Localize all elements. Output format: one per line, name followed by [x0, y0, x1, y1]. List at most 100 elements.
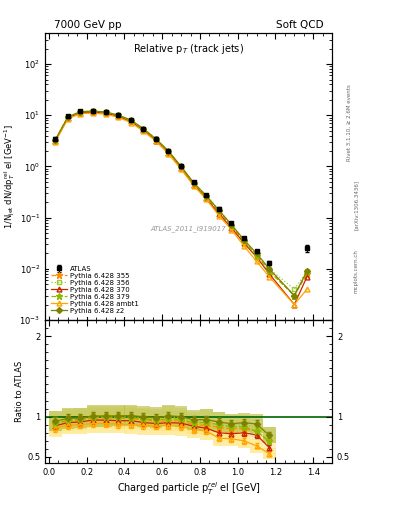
Pythia 6.428 ambt1 — [66, 116, 70, 122]
Pythia 6.428 z2 — [66, 114, 70, 120]
Bar — [86, 414, 99, 433]
Pythia 6.428 356 — [191, 180, 196, 186]
Pythia 6.428 ambt1 — [141, 128, 146, 134]
Bar — [175, 417, 187, 436]
Pythia 6.428 355 — [53, 138, 57, 144]
Line: Pythia 6.428 379: Pythia 6.428 379 — [52, 108, 310, 298]
Pythia 6.428 379 — [53, 138, 57, 144]
Bar — [162, 411, 175, 431]
Pythia 6.428 370 — [141, 127, 146, 133]
Bar — [175, 408, 187, 429]
Pythia 6.428 370 — [305, 274, 309, 280]
Bar — [86, 408, 99, 428]
Pythia 6.428 370 — [103, 110, 108, 116]
Bar — [112, 406, 125, 427]
Pythia 6.428 379 — [116, 113, 121, 119]
Bar — [112, 406, 125, 426]
Line: Pythia 6.428 355: Pythia 6.428 355 — [52, 109, 310, 298]
Pythia 6.428 356 — [179, 164, 184, 170]
Line: Pythia 6.428 356: Pythia 6.428 356 — [53, 109, 309, 292]
Bar — [124, 406, 137, 427]
Pythia 6.428 370 — [254, 254, 259, 260]
Pythia 6.428 z2 — [217, 207, 221, 213]
Bar — [225, 420, 238, 438]
Bar — [86, 406, 99, 426]
Pythia 6.428 379 — [229, 223, 234, 229]
Pythia 6.428 ambt1 — [305, 286, 309, 292]
Pythia 6.428 379 — [191, 181, 196, 187]
Pythia 6.428 370 — [191, 182, 196, 188]
Bar — [74, 415, 87, 434]
Bar — [137, 406, 150, 427]
Pythia 6.428 ambt1 — [91, 110, 95, 116]
Pythia 6.428 370 — [129, 118, 133, 124]
Pythia 6.428 ambt1 — [179, 166, 184, 173]
Pythia 6.428 z2 — [179, 163, 184, 169]
Pythia 6.428 379 — [91, 109, 95, 115]
Pythia 6.428 379 — [66, 114, 70, 120]
Pythia 6.428 ambt1 — [204, 196, 209, 202]
Pythia 6.428 370 — [53, 138, 57, 144]
Bar — [99, 414, 112, 433]
Bar — [301, 464, 313, 472]
Bar — [187, 412, 200, 431]
Pythia 6.428 355 — [292, 292, 297, 298]
Pythia 6.428 356 — [292, 286, 297, 292]
Pythia 6.428 370 — [154, 138, 158, 144]
Bar — [74, 410, 87, 430]
Pythia 6.428 379 — [129, 117, 133, 123]
Pythia 6.428 355 — [91, 109, 95, 115]
Pythia 6.428 355 — [204, 194, 209, 200]
Pythia 6.428 379 — [141, 126, 146, 132]
Bar — [99, 406, 112, 427]
Bar — [213, 418, 225, 436]
Pythia 6.428 z2 — [242, 237, 246, 243]
Pythia 6.428 356 — [267, 266, 272, 272]
Pythia 6.428 355 — [129, 118, 133, 124]
Pythia 6.428 355 — [305, 271, 309, 277]
Pythia 6.428 355 — [179, 164, 184, 170]
Pythia 6.428 379 — [254, 253, 259, 259]
Bar — [162, 406, 175, 427]
Bar — [150, 411, 162, 431]
Pythia 6.428 ambt1 — [53, 139, 57, 145]
Pythia 6.428 ambt1 — [254, 258, 259, 264]
Bar — [49, 414, 62, 433]
Bar — [200, 416, 213, 435]
Pythia 6.428 370 — [204, 195, 209, 201]
Pythia 6.428 356 — [305, 268, 309, 274]
Bar — [175, 406, 187, 427]
Bar — [187, 421, 200, 438]
Text: Soft QCD: Soft QCD — [276, 20, 323, 30]
Bar — [200, 422, 213, 440]
Line: Pythia 6.428 ambt1: Pythia 6.428 ambt1 — [53, 111, 309, 307]
X-axis label: Charged particle p$_T^{rel}$ el [GeV]: Charged particle p$_T^{rel}$ el [GeV] — [117, 480, 261, 497]
Pythia 6.428 370 — [267, 271, 272, 277]
Bar — [112, 414, 125, 434]
Pythia 6.428 370 — [66, 115, 70, 121]
Legend: ATLAS, Pythia 6.428 355, Pythia 6.428 356, Pythia 6.428 370, Pythia 6.428 379, P: ATLAS, Pythia 6.428 355, Pythia 6.428 35… — [49, 263, 141, 316]
Pythia 6.428 ambt1 — [116, 114, 121, 120]
Pythia 6.428 356 — [103, 109, 108, 115]
Bar — [175, 411, 187, 431]
Bar — [62, 411, 74, 431]
Pythia 6.428 370 — [217, 210, 221, 217]
Pythia 6.428 370 — [229, 225, 234, 231]
Bar — [49, 419, 62, 437]
Pythia 6.428 ambt1 — [267, 274, 272, 280]
Pythia 6.428 356 — [91, 108, 95, 114]
Pythia 6.428 355 — [242, 239, 246, 245]
Pythia 6.428 ambt1 — [229, 227, 234, 233]
Pythia 6.428 z2 — [154, 136, 158, 142]
Bar — [263, 427, 275, 443]
Pythia 6.428 ambt1 — [292, 302, 297, 308]
Bar — [86, 406, 99, 427]
Pythia 6.428 356 — [242, 237, 246, 243]
Bar — [124, 409, 137, 429]
Pythia 6.428 379 — [154, 137, 158, 143]
Bar — [225, 431, 238, 446]
Bar — [150, 409, 162, 429]
Bar — [263, 448, 275, 459]
Pythia 6.428 ambt1 — [217, 212, 221, 219]
Pythia 6.428 370 — [179, 165, 184, 172]
